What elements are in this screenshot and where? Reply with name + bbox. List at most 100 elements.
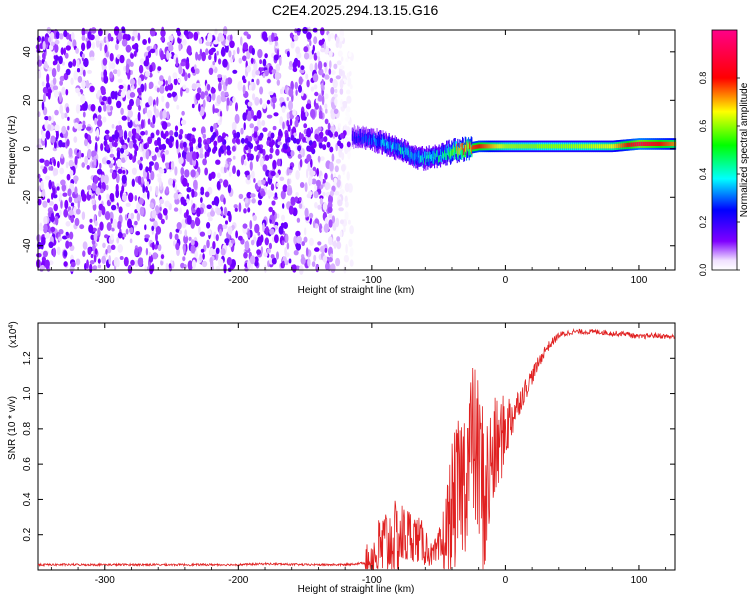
spectrogram-cell: [518, 144, 520, 149]
spectrogram-cell: [462, 143, 464, 157]
spectrogram-cell: [434, 149, 436, 157]
spectrogram-cell: [435, 153, 437, 161]
spectrogram-cell: [238, 193, 244, 199]
spectrogram-cell: [589, 144, 591, 149]
spectrogram-cell: [371, 138, 373, 145]
spectrogram-cell: [454, 150, 456, 157]
spectrogram-cell: [324, 93, 329, 100]
spectrogram-cell: [317, 155, 321, 162]
spectrogram-cell: [295, 116, 300, 121]
spectrogram-cell: [202, 99, 206, 109]
spectrogram-cell: [481, 144, 483, 149]
spectrogram-cell: [416, 152, 418, 165]
spectrogram-cell: [668, 141, 670, 146]
spectrogram-cell: [634, 142, 636, 147]
spectrogram-cell: [501, 144, 503, 149]
spectrogram-cell: [96, 119, 103, 127]
spectrogram-cell: [330, 86, 335, 95]
spectrogram-cell: [586, 144, 588, 149]
spectrogram-cell: [332, 241, 337, 247]
spectrogram-cell: [394, 142, 396, 150]
spectrogram-cell: [312, 220, 316, 229]
spectrogram-cell: [444, 150, 446, 157]
spectrogram-cell: [155, 48, 158, 56]
spectrogram-cell: [420, 156, 422, 163]
spectrogram-cell: [428, 151, 430, 159]
spectrogram-cell: [348, 71, 352, 77]
spectrogram-cell: [628, 142, 630, 147]
spectrogram-cell: [594, 144, 596, 149]
spectrogram-cell: [110, 244, 116, 250]
spectrogram-cell: [492, 144, 494, 149]
spectrogram-cell: [95, 187, 101, 195]
spectrogram-cell: [96, 127, 100, 138]
spectrogram-cell: [334, 190, 340, 196]
spectrogram-cell: [242, 42, 249, 51]
spectrogram-cell: [623, 143, 625, 148]
spectrogram-cell: [41, 131, 46, 142]
spectrogram-cell: [242, 223, 248, 229]
spectrogram-cell: [530, 144, 532, 149]
spectrogram-cell: [185, 60, 190, 70]
spectrogram-cell: [109, 168, 113, 174]
spectrogram-cell: [226, 210, 231, 217]
spectrogram-cell: [407, 148, 409, 156]
spectrogram-cell: [162, 109, 167, 120]
spectrogram-cell: [635, 142, 637, 147]
spectrogram-cell: [413, 154, 415, 162]
spectrogram-cell: [129, 227, 134, 234]
spectrogram-cell: [431, 154, 433, 161]
y-tick-label: 20: [22, 94, 33, 106]
spectrogram-cell: [53, 158, 56, 167]
bottom-y-axis: 0.20.40.60.81.01.2: [22, 351, 675, 542]
spectrogram-cell: [375, 138, 377, 146]
spectrogram-cell: [582, 144, 584, 149]
spectrogram-cell: [59, 80, 63, 86]
top-y-axis-label: Frequency (Hz): [7, 116, 18, 185]
spectrogram-cell: [367, 138, 369, 146]
spectrogram-cell: [626, 142, 628, 148]
spectrogram-cell: [486, 144, 488, 149]
spectrogram-cell: [311, 49, 315, 55]
spectrogram-cell: [381, 140, 383, 147]
spectrogram-cell: [165, 162, 169, 170]
spectrogram-cell: [259, 157, 264, 167]
spectrogram-cell: [476, 144, 478, 149]
spectrogram-cell: [333, 108, 339, 115]
spectrogram-cell: [312, 73, 319, 83]
spectrogram-cell: [80, 95, 86, 104]
spectrogram-cell: [60, 153, 64, 159]
spectrogram-cell: [614, 144, 616, 149]
spectrogram-cell: [464, 145, 466, 153]
spectrogram-cell: [121, 39, 128, 47]
x-tick-label: 100: [631, 575, 648, 586]
spectrogram-cell: [264, 53, 268, 59]
spectrogram-cell: [206, 204, 212, 210]
spectrogram-cell: [204, 191, 210, 198]
spectrogram-cell: [601, 144, 603, 149]
spectrogram-cell: [131, 167, 137, 175]
spectrogram-cell: [184, 229, 188, 238]
spectrogram-cell: [568, 144, 570, 149]
spectrogram-cell: [470, 145, 472, 153]
spectrogram-cell: [78, 123, 84, 130]
spectrogram-cell: [134, 118, 139, 125]
spectrogram-cell: [570, 144, 572, 149]
spectrogram-cell: [473, 145, 475, 150]
spectrogram-cell: [56, 246, 61, 256]
spectrogram-cell: [362, 129, 364, 142]
spectrogram-cell: [68, 61, 73, 68]
spectrogram-cell: [75, 208, 81, 215]
spectrogram-cell: [450, 150, 452, 157]
spectrogram-cell: [98, 209, 102, 218]
spectrogram-cell: [118, 124, 122, 131]
spectrogram-cell: [244, 240, 250, 251]
spectrogram-cell: [120, 107, 124, 115]
spectrogram-cell: [466, 140, 468, 154]
spectrogram-cell: [41, 101, 45, 111]
spectrogram-cell: [411, 151, 413, 159]
spectrogram-cell: [450, 150, 452, 158]
spectrogram-cell: [359, 135, 361, 143]
spectrogram-cell: [404, 145, 406, 152]
spectrogram-cell: [168, 178, 173, 186]
